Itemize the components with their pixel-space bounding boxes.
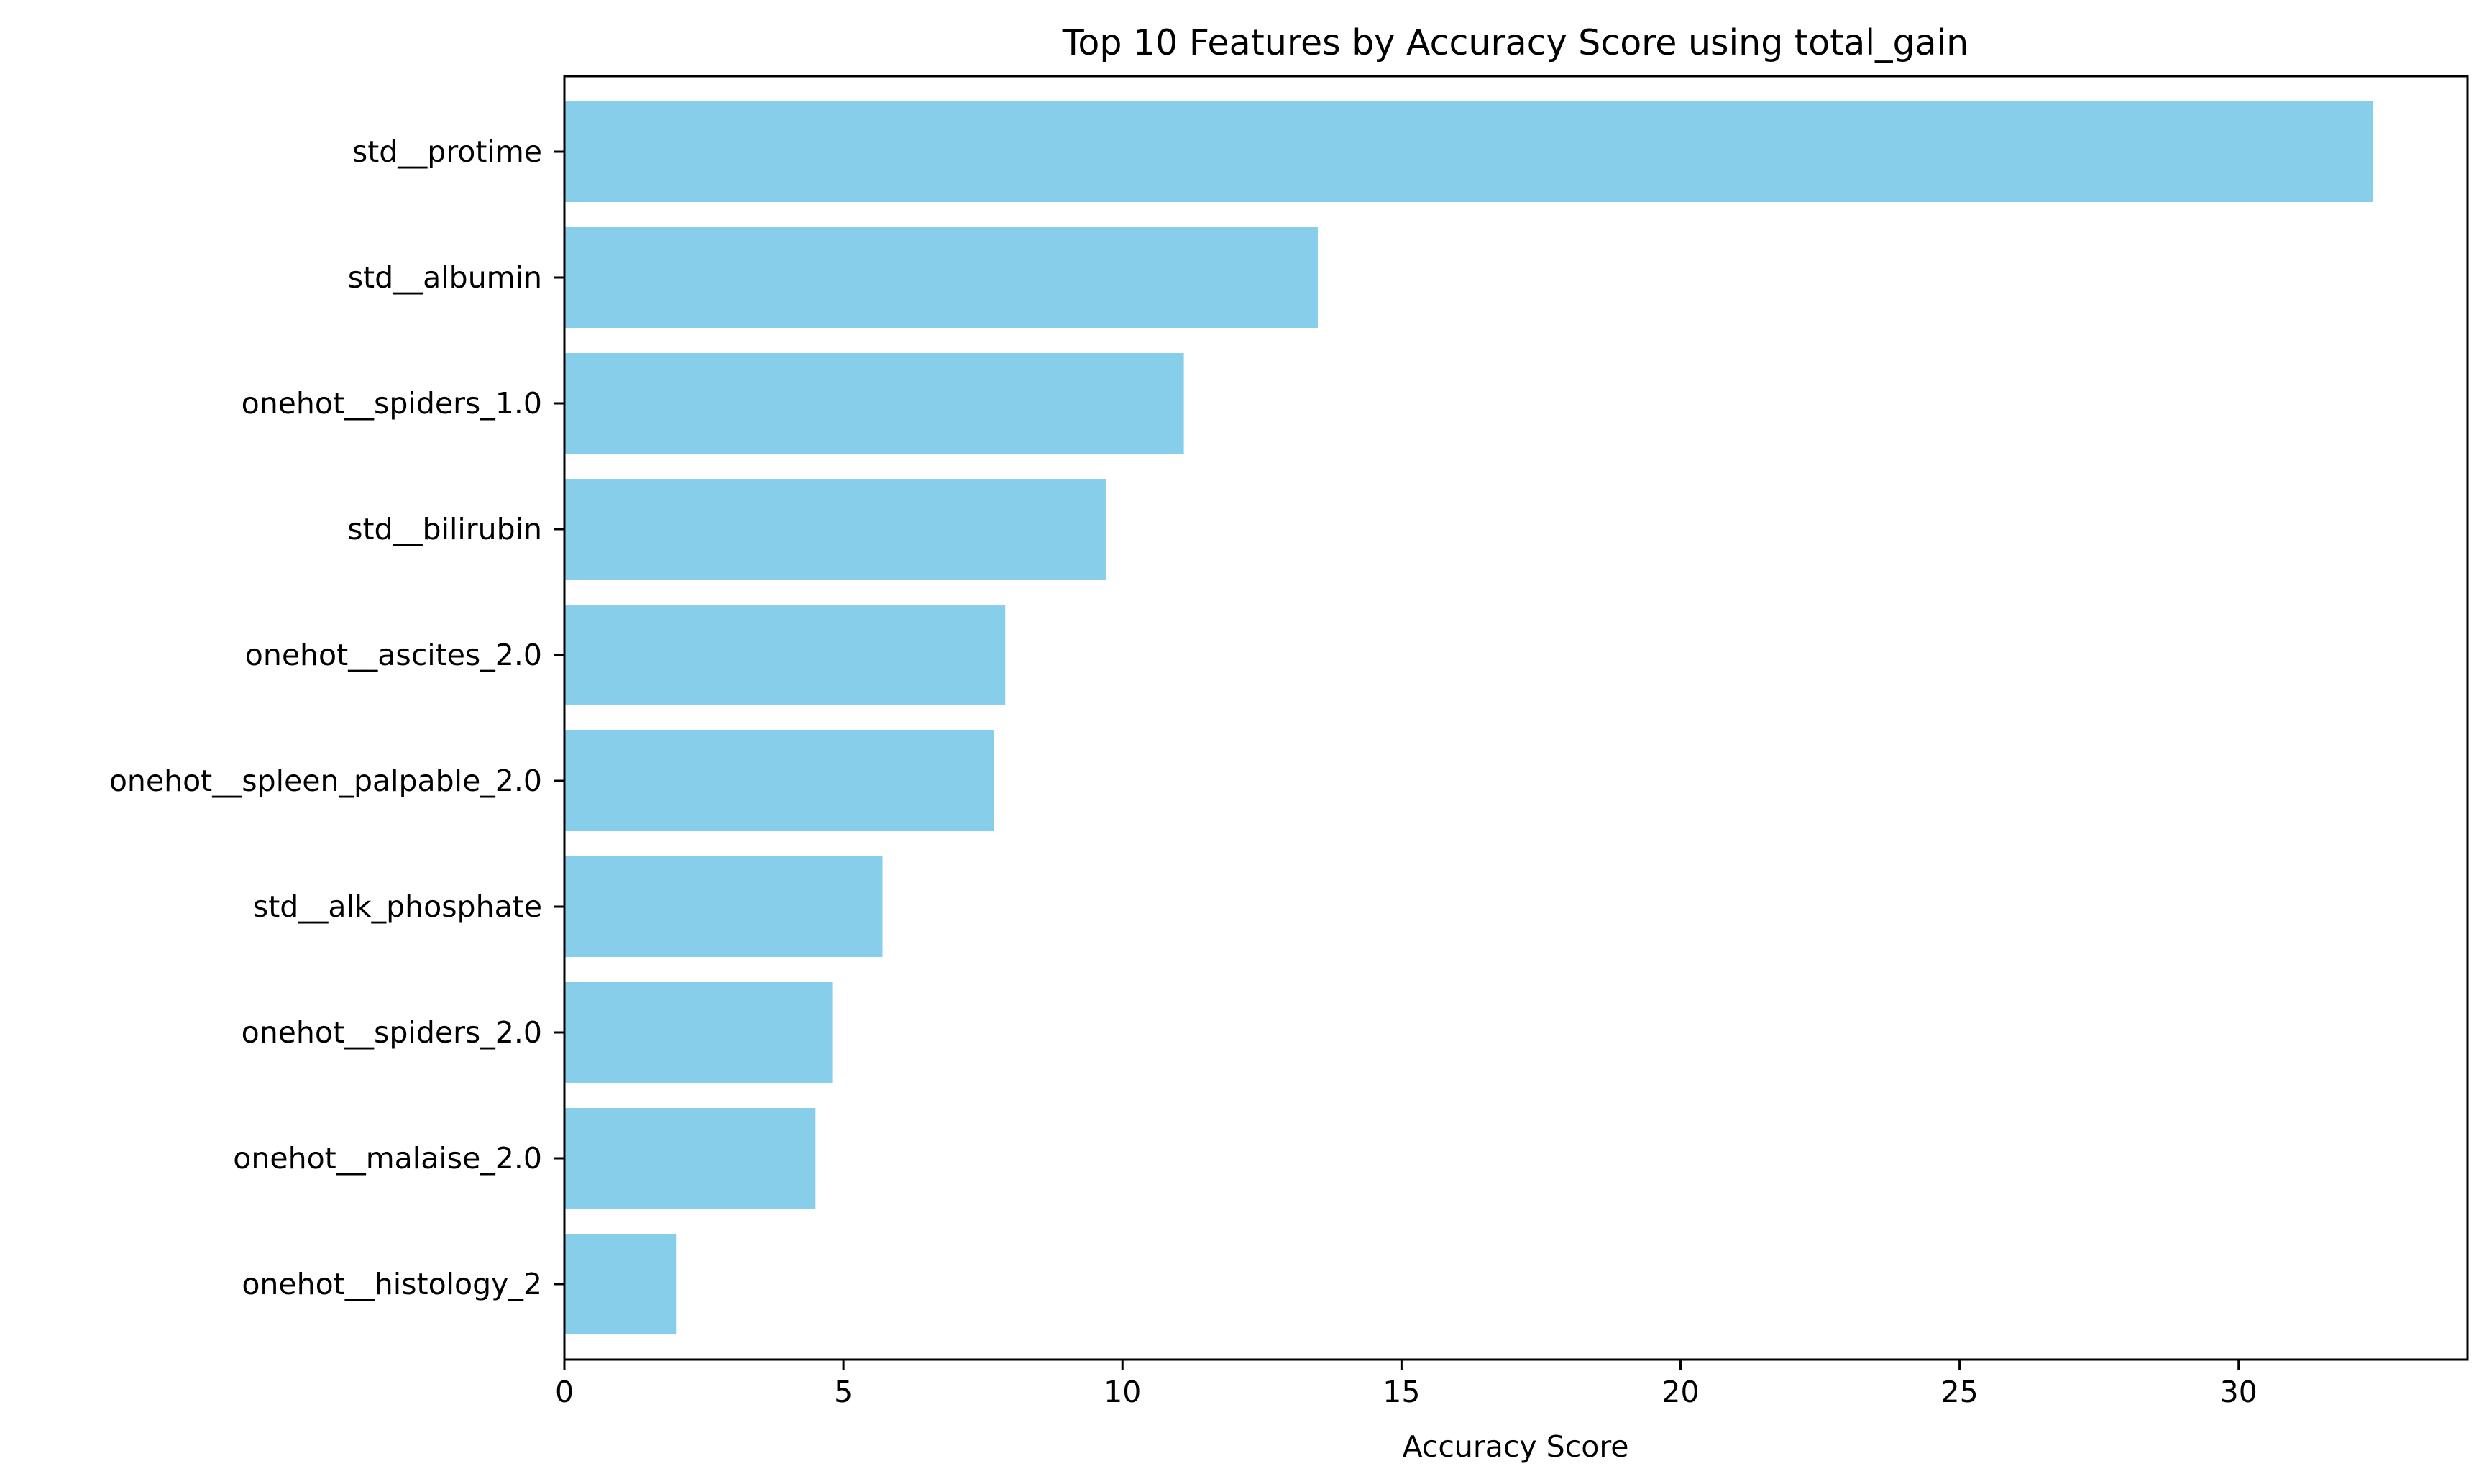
y-tick-label: std__albumin [348,260,542,295]
chart-title: Top 10 Features by Accuracy Score using … [1062,22,1969,63]
y-tick-label: onehot__spiders_2.0 [242,1015,542,1050]
x-tick-label: 5 [834,1375,853,1409]
x-tick-label: 30 [2220,1375,2257,1409]
bar-8 [564,1108,816,1209]
bar-2 [564,353,1184,454]
bar-3 [564,479,1106,580]
bar-1 [564,227,1318,328]
bar-6 [564,856,883,957]
bar-0 [564,101,2373,202]
y-tick-label: onehot__histology_2 [242,1267,542,1301]
y-tick-label: std__bilirubin [347,512,542,546]
bar-4 [564,605,1006,705]
y-axis-ticks: std__protime std__albumin onehot__spiders_… [109,134,564,1301]
y-tick-label: std__protime [352,134,542,169]
bar-5 [564,730,994,831]
x-axis-label: Accuracy Score [1402,1429,1628,1464]
y-tick-label: onehot__malaise_2.0 [233,1141,542,1176]
bar-9 [564,1234,677,1334]
y-tick-label: onehot__ascites_2.0 [245,638,542,672]
x-tick-label: 25 [1941,1375,1979,1409]
plot-frame [563,75,2469,1361]
x-tick-label: 10 [1104,1375,1141,1409]
y-tick-label: onehot__spleen_palpable_2.0 [109,764,542,798]
y-tick-label: std__alk_phosphate [253,889,542,924]
x-tick-label: 15 [1383,1375,1420,1409]
bars-group [564,101,2373,1334]
y-tick-label: onehot__spiders_1.0 [242,386,542,421]
bar-7 [564,982,833,1083]
x-axis-ticks: 0 5 10 15 20 25 30 [555,1360,2257,1409]
x-tick-label: 0 [555,1375,574,1409]
x-tick-label: 20 [1661,1375,1699,1409]
